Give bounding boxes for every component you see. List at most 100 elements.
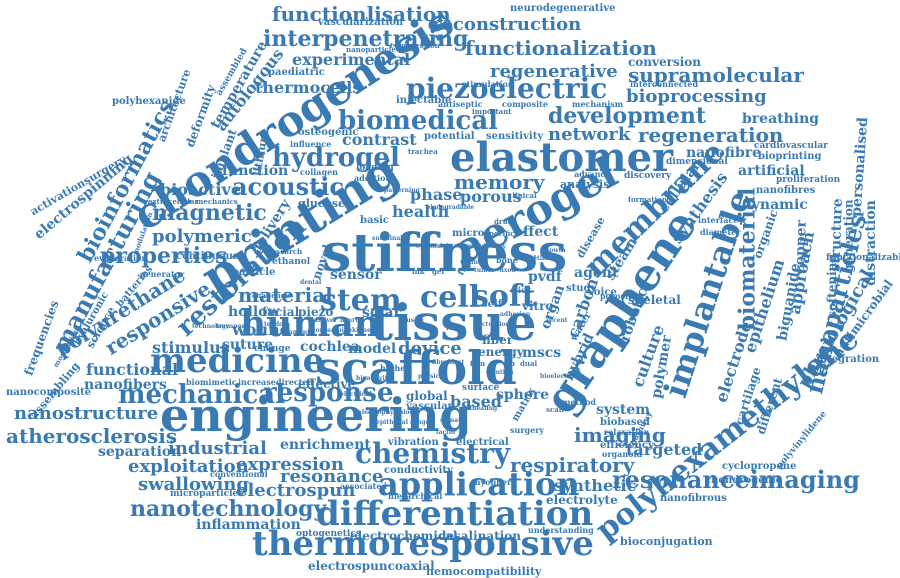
word: swallowing	[138, 474, 249, 495]
word: wound	[232, 320, 291, 339]
word: nanofibers	[84, 377, 167, 393]
word: vitro	[522, 299, 554, 313]
word: formation	[628, 195, 667, 204]
word: efficiency	[600, 440, 654, 451]
word: trachea	[408, 147, 438, 156]
word: artificial	[738, 163, 805, 179]
word: nanocomposite	[6, 387, 92, 398]
word: adhesion	[500, 311, 531, 318]
word: biomedical	[338, 106, 499, 136]
word: energy	[478, 345, 524, 359]
word: relaxation	[604, 427, 650, 437]
word: chondrogenic	[705, 475, 782, 486]
word: physical	[418, 373, 446, 380]
word: signal	[440, 417, 461, 424]
word: foam	[446, 323, 466, 332]
word: elastomer	[450, 134, 674, 181]
word: composite	[502, 99, 548, 109]
word: transport	[216, 323, 248, 330]
word: functional	[86, 360, 179, 379]
word: hollow	[228, 304, 280, 320]
word: challenge	[252, 291, 291, 300]
word: effective	[298, 377, 356, 391]
word: piezoelectric	[406, 72, 608, 105]
word: associated	[340, 481, 387, 491]
word: mscs	[522, 345, 562, 361]
word: electrophysiology	[358, 409, 418, 416]
word: organoid	[602, 449, 643, 459]
word: polyhexanide	[112, 96, 186, 107]
word: sphere	[496, 387, 550, 403]
word: device	[398, 338, 462, 359]
word: actuation	[478, 321, 510, 328]
word: human	[240, 303, 380, 345]
word: sensor	[330, 267, 382, 283]
word: resonance	[280, 466, 384, 487]
word: dimensional	[666, 157, 728, 167]
word: evaporation	[94, 253, 148, 263]
word: tissue	[370, 293, 537, 352]
word: magnetic	[152, 200, 267, 226]
word: differentiation	[316, 494, 594, 534]
word: interface	[698, 215, 739, 225]
word: agent	[574, 265, 619, 281]
word: antiseptic	[438, 99, 483, 109]
word: heart	[340, 317, 358, 324]
word: biobased	[600, 417, 650, 428]
word: hierarchical	[388, 491, 443, 501]
word: material	[238, 283, 333, 307]
word: effect	[514, 224, 559, 240]
word: supramolecular	[628, 63, 804, 87]
word: memory	[454, 170, 545, 194]
word: stimulus	[152, 338, 230, 357]
word: compression	[390, 41, 440, 50]
word: surgery	[510, 425, 545, 435]
word: fibroblast	[432, 359, 465, 366]
word: loading	[356, 163, 394, 173]
word: system	[596, 402, 651, 418]
word: porosity	[600, 291, 637, 301]
word: glucose	[298, 197, 346, 210]
word: atherosclerosis	[6, 424, 178, 448]
word: drug	[494, 217, 513, 226]
word: targeted	[626, 440, 703, 459]
word: medicine	[150, 341, 325, 381]
word: respiratory	[510, 453, 635, 477]
word: conventional	[210, 469, 268, 479]
word: nanotechnology	[130, 496, 327, 522]
word: stimulation	[462, 79, 514, 89]
word: optogenetics	[296, 529, 361, 539]
word: cardiovascular	[754, 141, 828, 151]
word: ethanol	[272, 257, 311, 267]
word: analysis	[560, 178, 610, 191]
word: hemocompatibility	[426, 565, 542, 578]
word: breathing	[742, 111, 820, 127]
word: dual	[520, 359, 538, 368]
word: tip	[504, 359, 515, 368]
word: porous	[460, 187, 522, 206]
word: epithelial	[376, 419, 408, 426]
word: electrical	[456, 437, 509, 448]
word: film	[470, 359, 486, 368]
word: polyvinylidene	[774, 409, 829, 472]
word: cornea	[312, 327, 335, 334]
word: neural	[514, 255, 536, 262]
word: self	[482, 299, 503, 310]
word: cyclopropene	[722, 461, 797, 472]
word: retina	[530, 255, 551, 262]
word: range	[410, 419, 430, 426]
word: electrochemical	[350, 529, 458, 543]
word: neurodegenerative	[510, 3, 616, 14]
word: change	[254, 344, 291, 354]
word: inflammation	[196, 517, 301, 533]
word: generator	[140, 269, 185, 279]
word: research	[268, 247, 303, 256]
word: phase	[410, 185, 463, 204]
word: influence	[290, 139, 332, 149]
word: click	[510, 285, 532, 295]
word: nanoparticle	[346, 45, 396, 54]
word: potential	[424, 131, 475, 142]
word: skin	[308, 317, 323, 324]
word: nanofibre	[686, 145, 762, 161]
word: addition	[354, 173, 392, 183]
